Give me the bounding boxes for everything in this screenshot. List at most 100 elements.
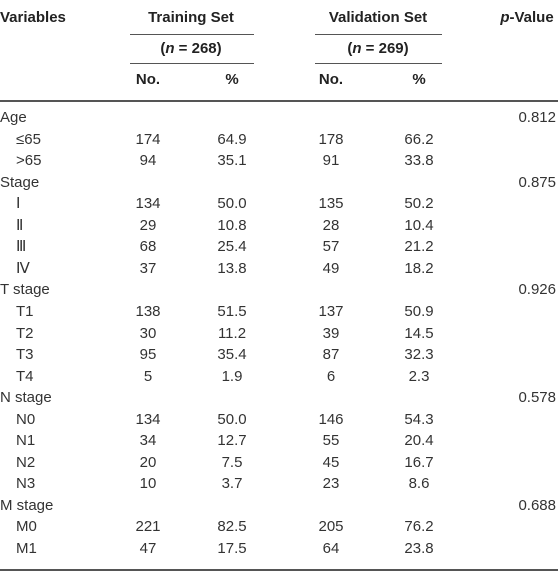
cell: 33.8 — [404, 152, 434, 170]
row-label: T3 — [16, 346, 34, 364]
row-label: T1 — [16, 302, 34, 320]
cell: 13.8 — [217, 259, 247, 277]
cell: 18.2 — [404, 259, 434, 277]
cell: 57 — [322, 238, 340, 256]
row-label: T4 — [16, 367, 34, 385]
p-value: 0.812 — [518, 109, 556, 126]
row-label: Ⅰ — [16, 195, 21, 213]
cell: 82.5 — [217, 518, 247, 536]
group-n-part: = 268) — [174, 40, 222, 57]
cell: 54.3 — [404, 410, 434, 428]
cell: 221 — [135, 518, 161, 536]
group-rule — [315, 63, 442, 64]
cell: 134 — [135, 195, 161, 213]
column-header: No. — [135, 71, 161, 88]
cell: 34 — [139, 432, 157, 450]
group-rule — [315, 34, 442, 35]
group-n: (n = 268) — [91, 39, 291, 59]
cell: 135 — [318, 195, 344, 213]
cell: 8.6 — [408, 475, 430, 493]
cell: 39 — [322, 324, 340, 342]
group-name: Training Set — [148, 9, 234, 26]
section-label: M stage — [0, 496, 54, 514]
cell: 50.0 — [217, 195, 247, 213]
cell: 10.8 — [217, 216, 247, 234]
row-label: Ⅳ — [16, 259, 30, 277]
row-label: Ⅲ — [16, 238, 27, 256]
header-p-value: p-Value — [427, 8, 558, 28]
group-n: (n = 269) — [278, 39, 478, 59]
cell: 2.3 — [408, 367, 430, 385]
cell: 7.5 — [221, 453, 243, 471]
row-label: N0 — [16, 410, 36, 428]
p-value: 0.926 — [518, 281, 556, 299]
cell: 17.5 — [217, 540, 247, 557]
cell: 28 — [322, 216, 340, 234]
cell: 11.2 — [217, 324, 247, 342]
cell: 30 — [139, 324, 157, 342]
section-label: Stage — [0, 173, 40, 191]
cell: 3.7 — [221, 475, 243, 493]
cell: 10 — [139, 475, 157, 493]
cell: 50.2 — [404, 195, 434, 213]
row-label: Ⅱ — [16, 216, 24, 234]
cell: 35.1 — [217, 152, 247, 170]
group-n-part: = 269) — [361, 40, 409, 57]
cell: 66.2 — [404, 130, 434, 148]
group-rule — [130, 63, 254, 64]
row-label: ≤65 — [16, 130, 41, 148]
cell: 16.7 — [404, 453, 434, 471]
cell: 21.2 — [404, 238, 434, 256]
cell: 20 — [139, 453, 157, 471]
cell: 178 — [318, 130, 344, 148]
section-label: Age — [0, 109, 27, 126]
group-n-part: ( — [160, 40, 166, 57]
group-name: Validation Set — [328, 9, 428, 26]
cell: 64.9 — [217, 130, 247, 148]
cell: 51.5 — [217, 302, 247, 320]
group-n-part: ( — [347, 40, 353, 57]
cell: 94 — [139, 152, 157, 170]
cell: 49 — [322, 259, 340, 277]
cell: 76.2 — [404, 518, 434, 536]
cell: 37 — [139, 259, 157, 277]
cell: 50.0 — [217, 410, 247, 428]
column-header: No. — [318, 71, 344, 88]
cell: 23.8 — [404, 540, 434, 557]
cell: 134 — [135, 410, 161, 428]
cell: 20.4 — [404, 432, 434, 450]
cell: 32.3 — [404, 346, 434, 364]
cell: 50.9 — [404, 302, 434, 320]
section-label: N stage — [0, 389, 52, 407]
group-rule — [130, 34, 254, 35]
cell: 23 — [322, 475, 340, 493]
cell: 91 — [322, 152, 340, 170]
cell: 12.7 — [217, 432, 247, 450]
bottom-rule — [0, 569, 558, 571]
row-label: M1 — [16, 540, 37, 557]
cell: 55 — [322, 432, 340, 450]
row-label: T2 — [16, 324, 34, 342]
cell: 64 — [322, 540, 340, 557]
row-label: N1 — [16, 432, 36, 450]
section-label: T stage — [0, 281, 50, 299]
group-n-part: n — [165, 40, 175, 57]
header-variables: Variables — [0, 9, 66, 26]
header-p-value-part: -Value — [509, 9, 554, 26]
cell: 29 — [139, 216, 157, 234]
row-label: N3 — [16, 475, 36, 493]
cell: 68 — [139, 238, 157, 256]
cell: 35.4 — [217, 346, 247, 364]
cell: 25.4 — [217, 238, 247, 256]
cell: 45 — [322, 453, 340, 471]
group-n-part: n — [352, 40, 362, 57]
p-value: 0.688 — [518, 496, 556, 514]
row-label: >65 — [16, 152, 42, 170]
cell: 137 — [318, 302, 344, 320]
cell: 146 — [318, 410, 344, 428]
cell: 6 — [326, 367, 336, 385]
column-header: % — [225, 71, 239, 88]
cell: 95 — [139, 346, 157, 364]
p-value: 0.875 — [518, 173, 556, 191]
